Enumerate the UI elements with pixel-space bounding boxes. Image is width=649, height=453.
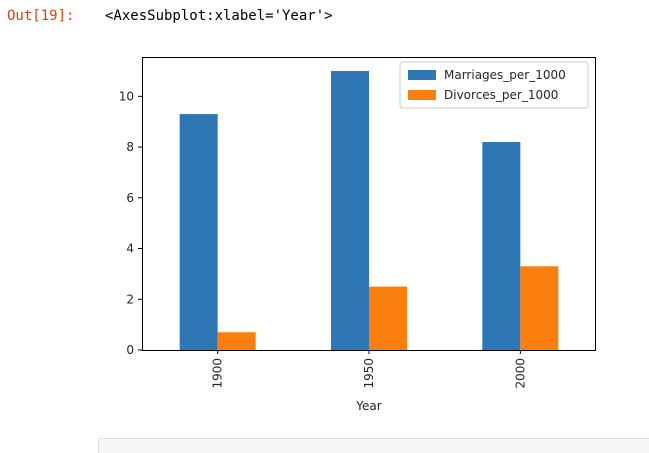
legend: Marriages_per_1000 Divorces_per_1000 xyxy=(399,61,589,109)
x-axis: 1900 1950 2000 xyxy=(211,350,527,389)
y-tick-label: 2 xyxy=(126,292,134,306)
y-tick-label: 8 xyxy=(126,140,134,154)
bar-divorces-per-1000-1950 xyxy=(369,286,407,350)
legend-swatch-marriages-per-1000 xyxy=(408,70,436,80)
x-tick-label-1900: 1900 xyxy=(211,358,225,389)
next-cell-input[interactable] xyxy=(98,438,649,453)
legend-swatch-divorces-per-1000 xyxy=(408,90,436,100)
output-prompt: Out[19]: xyxy=(7,8,75,24)
y-tick-label: 6 xyxy=(126,191,134,205)
y-tick-label: 4 xyxy=(126,242,134,256)
y-tick-label: 0 xyxy=(126,343,134,357)
x-axis-label: Year xyxy=(355,399,381,413)
bar-chart: 0 2 4 6 8 10 1900 1950 2000 Year Marriages_per_… xyxy=(119,57,596,413)
bar-marriages-per-1000-2000 xyxy=(482,141,521,350)
bar-divorces-per-1000-1900 xyxy=(217,332,256,350)
y-axis: 0 2 4 6 8 10 xyxy=(119,89,142,357)
bars-group xyxy=(179,70,559,351)
bar-divorces-per-1000-2000 xyxy=(520,266,559,350)
bar-marriages-per-1000-1900 xyxy=(179,114,218,351)
x-tick-label-1950: 1950 xyxy=(362,358,376,389)
bar-marriages-per-1000-1950 xyxy=(331,70,369,350)
output-repr-text: <AxesSubplot:xlabel='Year'> xyxy=(105,8,333,24)
plot-frame xyxy=(142,57,596,351)
legend-label-divorces-per-1000: Divorces_per_1000 xyxy=(444,88,558,102)
y-tick-label: 10 xyxy=(119,89,134,103)
legend-label-marriages-per-1000: Marriages_per_1000 xyxy=(444,68,566,82)
x-tick-label-2000: 2000 xyxy=(513,358,527,389)
legend-box xyxy=(399,61,589,109)
